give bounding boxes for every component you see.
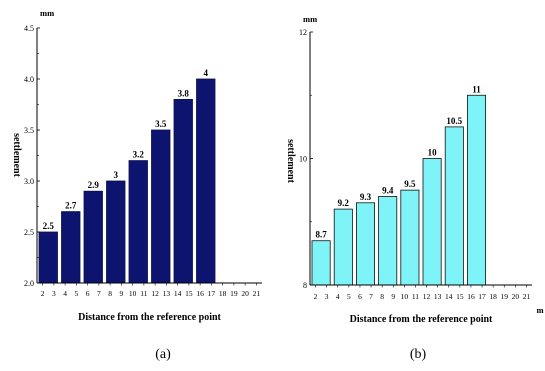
x-tick-label: 7 — [97, 289, 101, 298]
x-tick-label: 9 — [120, 289, 124, 298]
y-tick-label: 12 — [299, 28, 307, 37]
x-tick-label: 16 — [467, 292, 475, 301]
x-tick-label: 5 — [75, 289, 79, 298]
x-tick-label: 7 — [369, 292, 373, 301]
x-tick-label: 18 — [489, 292, 497, 301]
x-tick-label: 9 — [391, 292, 395, 301]
x-tick-label: 13 — [434, 292, 442, 301]
y-axis-title: settlement — [285, 139, 296, 184]
bar-value-label: 3.5 — [155, 119, 167, 129]
bar-value-label: 10.5 — [446, 116, 462, 126]
x-axis-title: Distance from the reference point — [350, 314, 493, 325]
y-tick-label: 4.0 — [24, 75, 34, 84]
bar-4 — [106, 180, 126, 284]
x-tick-label: 2 — [41, 289, 45, 298]
x-tick-label: 6 — [86, 289, 90, 298]
bar-value-label: 9.4 — [382, 185, 394, 195]
x-tick-label: 19 — [230, 289, 238, 298]
x-axis-title: Distance from the reference point — [78, 312, 221, 323]
x-tick-label: 2 — [314, 292, 318, 301]
x-tick-label: 10 — [129, 289, 137, 298]
x-tick-label: 14 — [445, 292, 453, 301]
y-tick-label: 8 — [303, 281, 307, 290]
x-unit-label: m — [536, 305, 543, 315]
x-tick-label: 15 — [456, 292, 464, 301]
panel-caption: (b) — [410, 347, 427, 362]
bar-8 — [196, 78, 216, 284]
x-tick-label: 8 — [380, 292, 384, 301]
x-tick-label: 11 — [412, 292, 419, 301]
bar-3 — [83, 190, 103, 284]
x-tick-label: 3 — [325, 292, 329, 301]
x-tick-label: 6 — [358, 292, 362, 301]
bar-3 — [355, 202, 375, 286]
x-tick-label: 4 — [336, 292, 340, 301]
x-tick-label: 15 — [185, 289, 193, 298]
x-tick-label: 11 — [140, 289, 147, 298]
x-tick-label: 14 — [174, 289, 182, 298]
x-tick-label: 17 — [478, 292, 486, 301]
bar-2 — [333, 208, 353, 286]
bar-value-label: 11 — [472, 84, 481, 94]
bar-6 — [422, 158, 442, 286]
y-tick-label: 2.5 — [24, 228, 34, 237]
chart-panel-1: 2.52.72.933.23.53.842.02.53.03.54.04.52 3… — [11, 8, 262, 362]
bar-6 — [151, 129, 171, 284]
bar-value-label: 8.7 — [315, 230, 327, 240]
bar-value-label: 9.2 — [338, 198, 350, 208]
bar-7 — [444, 126, 464, 286]
panel-caption: (a) — [155, 347, 171, 362]
x-tick-label: 20 — [512, 292, 520, 301]
x-tick-label: 10 — [401, 292, 409, 301]
y-axis-title: settlement — [11, 133, 22, 178]
bar-7 — [173, 99, 193, 284]
x-tick-label: 12 — [151, 289, 159, 298]
x-tick-label: 21 — [253, 289, 261, 298]
bar-value-label: 3.8 — [178, 88, 190, 98]
y-tick-label: 10 — [299, 155, 307, 164]
bar-value-label: 4 — [204, 68, 209, 78]
bar-value-label: 2.7 — [65, 201, 77, 211]
bar-5 — [400, 189, 420, 286]
bar-value-label: 3.2 — [133, 150, 145, 160]
bar-value-label: 9.5 — [404, 179, 416, 189]
x-tick-label: 20 — [241, 289, 249, 298]
x-tick-label: 4 — [63, 289, 67, 298]
y-tick-label: 3.0 — [24, 177, 34, 186]
x-tick-label: 21 — [523, 292, 531, 301]
y-unit-label: mm — [303, 14, 317, 24]
bar-value-label: 2.5 — [43, 221, 55, 231]
x-tick-label: 8 — [108, 289, 112, 298]
y-tick-label: 4.5 — [24, 24, 34, 33]
y-tick-label: 2.0 — [24, 279, 34, 288]
y-unit-label: mm — [40, 8, 54, 18]
x-tick-label: 12 — [423, 292, 431, 301]
bar-8 — [466, 94, 486, 286]
bar-5 — [128, 160, 148, 284]
bar-4 — [378, 196, 398, 286]
x-tick-label: 18 — [219, 289, 227, 298]
x-tick-label: 16 — [196, 289, 204, 298]
x-tick-label: 19 — [501, 292, 509, 301]
bar-1 — [311, 240, 331, 286]
bar-value-label: 3 — [114, 170, 119, 180]
bar-value-label: 10 — [428, 148, 438, 158]
x-tick-label: 5 — [347, 292, 351, 301]
x-tick-label: 17 — [208, 289, 216, 298]
bar-2 — [61, 211, 81, 284]
bar-value-label: 2.9 — [88, 180, 100, 190]
y-tick-label: 3.5 — [24, 126, 34, 135]
bar-value-label: 9.3 — [360, 192, 372, 202]
bar-1 — [38, 231, 58, 284]
x-tick-label: 13 — [163, 289, 171, 298]
x-tick-label: 3 — [52, 289, 56, 298]
